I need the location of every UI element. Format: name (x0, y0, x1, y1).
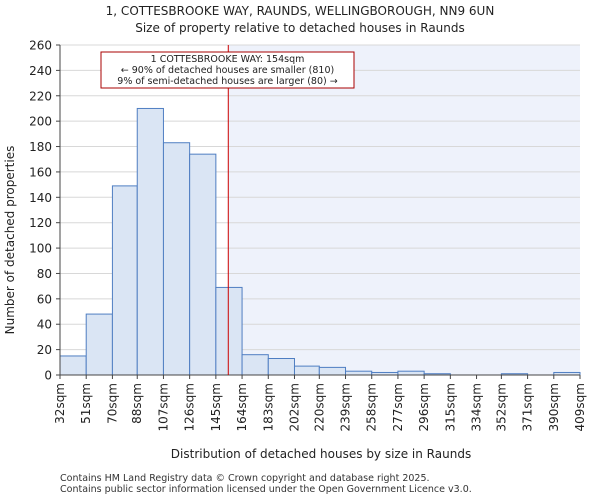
annotation-line: 1 COTTESBROOKE WAY: 154sqm (151, 54, 305, 65)
x-tick-label: 164sqm (235, 383, 249, 431)
footer-line-1: Contains HM Land Registry data © Crown c… (60, 473, 430, 484)
histogram-bar (111, 185, 138, 376)
x-tick-label: 258sqm (365, 383, 379, 431)
histogram-bar (59, 355, 87, 376)
y-tick-label: 100 (29, 242, 52, 256)
x-axis-label: Distribution of detached houses by size … (171, 447, 471, 461)
histogram-bar (162, 142, 191, 376)
x-tick-label: 88sqm (130, 383, 144, 424)
x-tick-label: 296sqm (417, 383, 431, 431)
chart-title: 1, COTTESBROOKE WAY, RAUNDS, WELLINGBORO… (105, 4, 495, 18)
x-tick-label: 334sqm (470, 383, 484, 431)
x-tick-label: 220sqm (312, 383, 326, 431)
annotation-line: 9% of semi-detached houses are larger (8… (117, 76, 337, 87)
x-tick-label: 315sqm (443, 383, 457, 431)
y-axis-label: Number of detached properties (3, 146, 17, 335)
annotation-box (100, 51, 355, 89)
histogram-bar (215, 286, 243, 376)
y-tick-label: 200 (29, 115, 52, 129)
histogram-bar (136, 107, 164, 376)
x-tick-label: 239sqm (339, 383, 353, 431)
y-tick-label: 240 (29, 64, 52, 78)
x-tick-label: 145sqm (209, 383, 223, 431)
x-tick-label: 277sqm (391, 383, 405, 431)
histogram-bar (267, 358, 295, 376)
x-tick-label: 371sqm (521, 383, 535, 431)
x-tick-label: 32sqm (53, 383, 67, 424)
histogram-bar (241, 354, 269, 376)
x-tick-label: 183sqm (261, 383, 275, 431)
y-tick-label: 20 (37, 343, 52, 357)
x-tick-label: 126sqm (183, 383, 197, 431)
y-tick-label: 140 (29, 191, 52, 205)
histogram-bar (318, 366, 347, 376)
histogram-bar (85, 313, 113, 376)
x-tick-label: 409sqm (573, 383, 587, 431)
y-tick-label: 60 (37, 292, 52, 306)
x-tick-label: 107sqm (156, 383, 170, 431)
larger-region-shade (228, 45, 580, 375)
x-tick-label: 51sqm (79, 383, 93, 424)
y-tick-label: 120 (29, 216, 52, 230)
footer-line-2: Contains public sector information licen… (60, 484, 472, 495)
y-tick-label: 220 (29, 89, 52, 103)
y-tick-label: 180 (29, 140, 52, 154)
x-tick-label: 70sqm (105, 383, 119, 424)
histogram-bar (293, 365, 320, 376)
y-tick-label: 80 (37, 267, 52, 281)
annotation-line: ← 90% of detached houses are smaller (81… (121, 65, 334, 76)
x-tick-label: 352sqm (494, 383, 508, 431)
x-tick-label: 202sqm (287, 383, 301, 431)
chart-subtitle: Size of property relative to detached ho… (135, 21, 465, 35)
y-tick-label: 160 (29, 165, 52, 179)
histogram-bar (397, 370, 425, 376)
histogram-bar (345, 370, 373, 376)
y-tick-label: 260 (29, 39, 52, 53)
x-tick-label: 390sqm (547, 383, 561, 431)
y-tick-label: 40 (37, 318, 52, 332)
histogram-bar (189, 153, 217, 376)
y-tick-label: 0 (44, 369, 52, 383)
